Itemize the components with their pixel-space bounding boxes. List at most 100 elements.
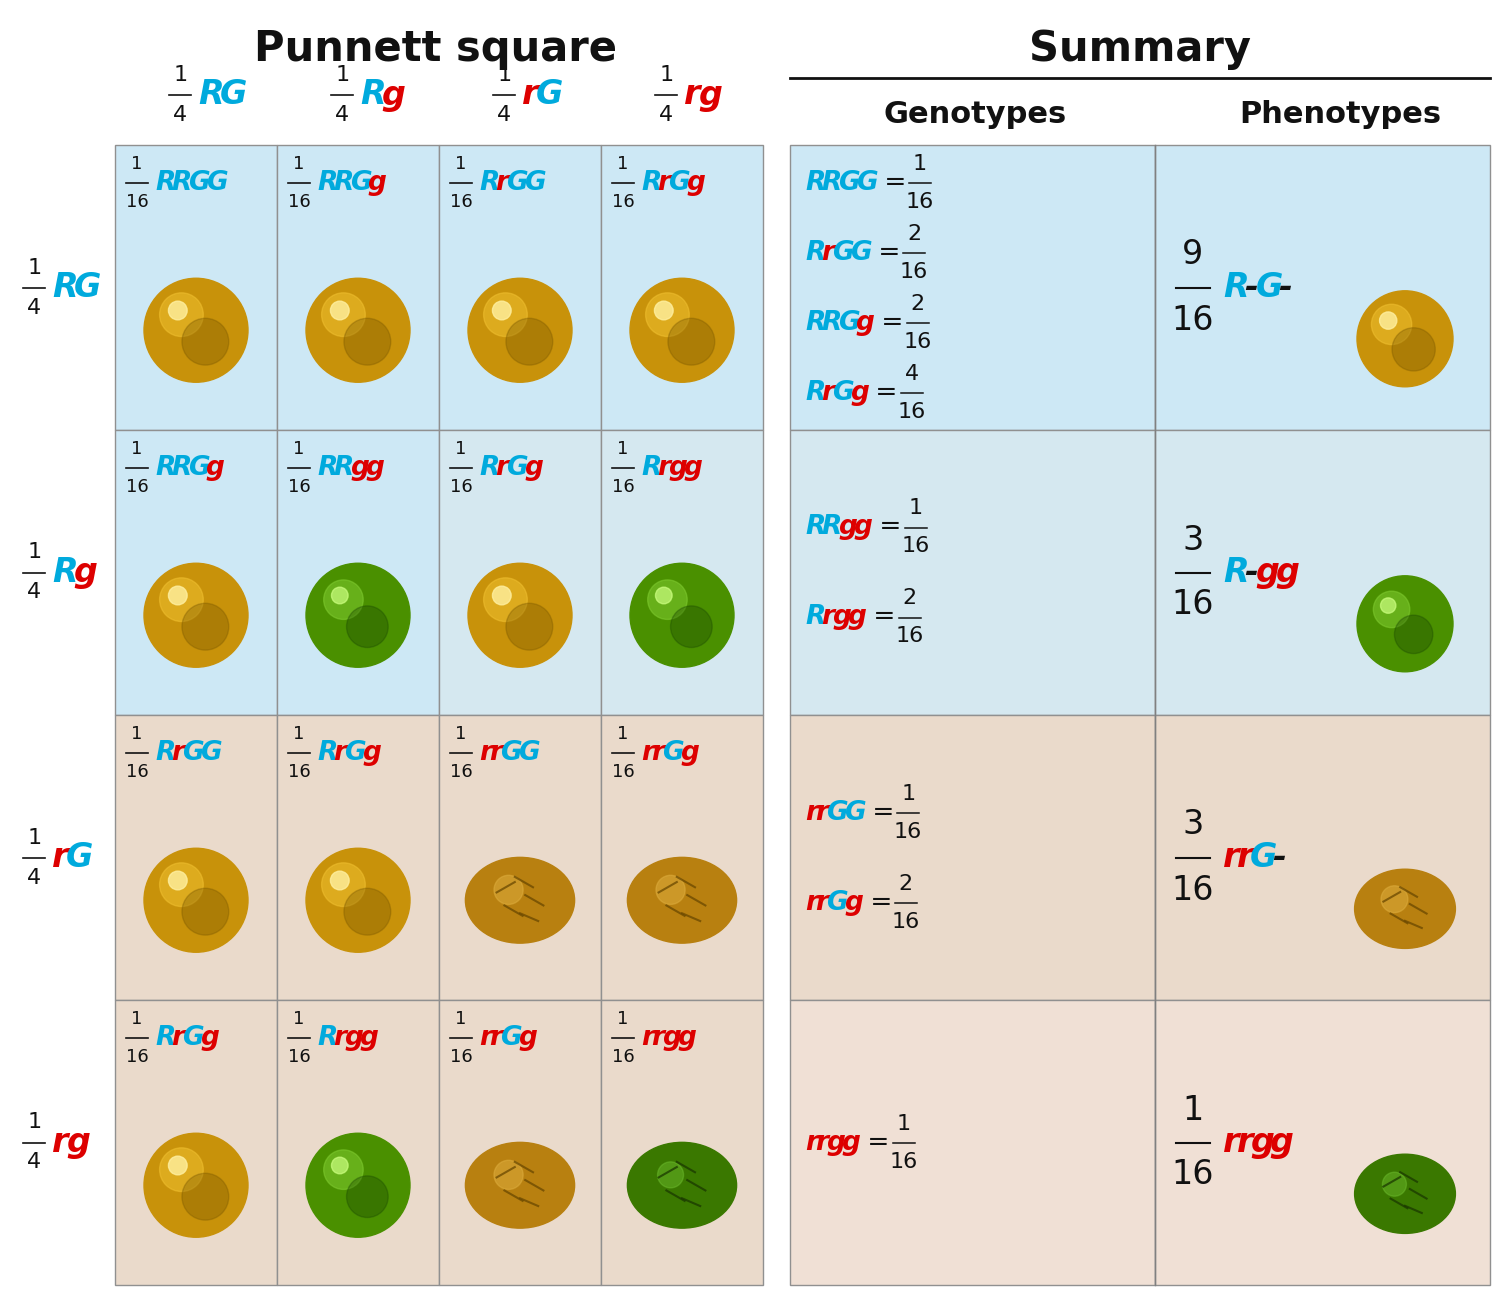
Text: Phenotypes: Phenotypes (1239, 99, 1442, 130)
Text: r: r (489, 1025, 502, 1051)
Text: G: G (833, 380, 854, 406)
Text: 4: 4 (27, 1152, 42, 1173)
Circle shape (144, 563, 248, 668)
Circle shape (168, 586, 188, 605)
Text: 1: 1 (294, 725, 304, 744)
Circle shape (344, 318, 392, 365)
Circle shape (468, 563, 572, 668)
Text: R: R (316, 740, 338, 766)
Text: 2: 2 (903, 589, 916, 609)
Text: 16: 16 (894, 822, 922, 842)
Text: 4: 4 (904, 364, 920, 384)
Text: 16: 16 (612, 192, 634, 211)
Circle shape (346, 1175, 388, 1217)
Text: 16: 16 (450, 763, 472, 781)
Text: g: g (1269, 1126, 1293, 1158)
Circle shape (1382, 886, 1408, 912)
Text: -: - (1278, 271, 1292, 304)
Circle shape (182, 889, 230, 935)
Text: 16: 16 (1172, 589, 1215, 622)
Circle shape (159, 1148, 204, 1191)
Text: G: G (74, 271, 100, 304)
Text: r: r (1222, 1126, 1239, 1158)
Text: r: r (822, 380, 834, 406)
Text: 4: 4 (27, 297, 42, 318)
Bar (116, 1000, 278, 1285)
Text: g: g (684, 456, 702, 480)
Circle shape (168, 1156, 188, 1175)
Text: 1: 1 (618, 154, 628, 173)
Text: 16: 16 (902, 537, 930, 556)
Text: 9: 9 (1182, 238, 1203, 271)
Text: Genotypes: Genotypes (884, 99, 1066, 130)
Text: 1: 1 (902, 784, 915, 804)
Text: 1: 1 (660, 65, 674, 85)
Bar (116, 429, 278, 715)
Text: 2: 2 (908, 224, 921, 243)
Text: R: R (171, 170, 192, 196)
Ellipse shape (627, 1143, 736, 1228)
Text: 4: 4 (498, 105, 512, 124)
Text: g: g (856, 309, 874, 335)
Text: 3: 3 (1182, 524, 1203, 556)
Text: r: r (53, 840, 69, 874)
Bar (278, 145, 440, 429)
Bar (116, 145, 278, 429)
Text: G: G (219, 79, 248, 111)
Text: =: = (865, 605, 895, 631)
Text: r: r (495, 170, 508, 196)
Circle shape (1358, 291, 1454, 386)
Text: 1: 1 (174, 65, 188, 85)
Circle shape (344, 889, 392, 935)
Text: Punnett square: Punnett square (254, 27, 616, 69)
Text: 1: 1 (132, 154, 142, 173)
Text: G: G (827, 800, 848, 826)
Circle shape (1395, 615, 1432, 653)
Bar (1155, 429, 1490, 715)
Text: g: g (1256, 556, 1280, 589)
Text: r: r (651, 1025, 664, 1051)
Text: r: r (53, 1126, 69, 1158)
Text: 2: 2 (910, 293, 926, 313)
Text: 16: 16 (450, 1049, 472, 1066)
Text: R: R (316, 456, 338, 480)
Text: 1: 1 (456, 440, 466, 458)
Text: r: r (333, 740, 346, 766)
Text: 4: 4 (27, 868, 42, 888)
Text: R: R (154, 1025, 176, 1051)
Text: R: R (53, 271, 78, 304)
Bar (602, 145, 764, 429)
Text: 16: 16 (612, 763, 634, 781)
Circle shape (144, 279, 248, 382)
Bar (790, 715, 1155, 1000)
Text: -: - (1244, 271, 1258, 304)
Text: G: G (833, 240, 854, 266)
Text: g: g (698, 79, 721, 111)
Text: r: r (816, 800, 828, 826)
Text: 1: 1 (456, 1011, 466, 1028)
Circle shape (144, 1134, 248, 1237)
Text: Summary: Summary (1029, 27, 1251, 69)
Text: G: G (524, 170, 546, 196)
Circle shape (182, 1173, 230, 1220)
Text: =: = (873, 309, 904, 335)
Circle shape (656, 876, 686, 905)
Text: r: r (1236, 840, 1252, 874)
Text: G: G (844, 800, 865, 826)
Bar (602, 429, 764, 715)
Text: =: = (867, 380, 898, 406)
Ellipse shape (1354, 869, 1455, 949)
Circle shape (330, 870, 350, 890)
Text: r: r (822, 240, 834, 266)
Text: g: g (842, 1130, 861, 1156)
Text: g: g (360, 1025, 378, 1051)
Text: R: R (316, 1025, 338, 1051)
Circle shape (492, 301, 512, 319)
Circle shape (1392, 327, 1435, 370)
Text: r: r (806, 890, 818, 915)
Text: 1: 1 (456, 154, 466, 173)
Text: 16: 16 (1172, 1158, 1215, 1191)
Text: r: r (1222, 840, 1239, 874)
Text: 3: 3 (1182, 809, 1203, 842)
Ellipse shape (465, 1143, 574, 1228)
